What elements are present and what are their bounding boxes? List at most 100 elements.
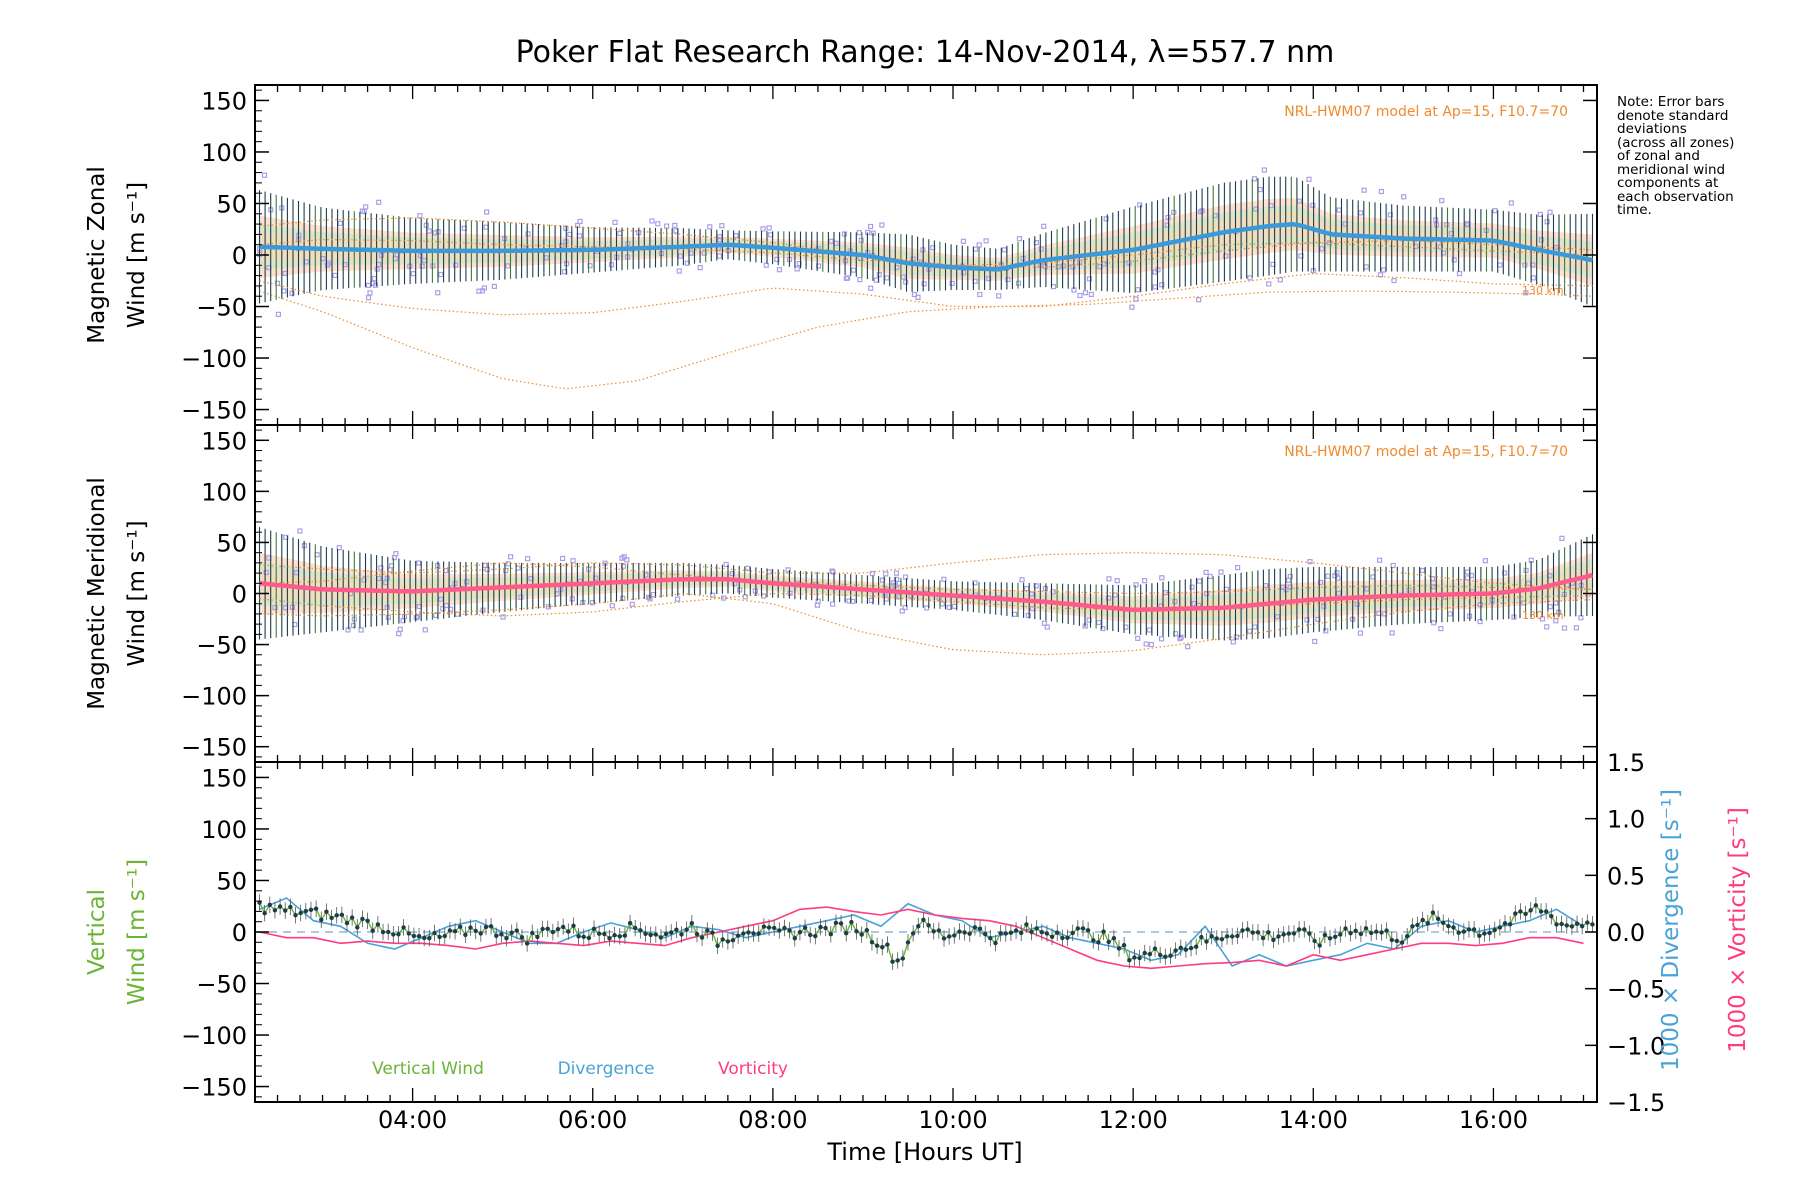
zone-sample-point bbox=[921, 281, 927, 287]
y-axis-label: Vertical bbox=[84, 889, 110, 975]
y-tick-label: −100 bbox=[181, 345, 247, 373]
vertical-wind-point bbox=[545, 926, 550, 931]
x-tick-label: 06:00 bbox=[558, 1106, 627, 1134]
vertical-wind-point bbox=[1523, 911, 1528, 917]
model-label: NRL-HWM07 model at Ap=15, F10.7=70 bbox=[1284, 444, 1568, 460]
zone-sample-point bbox=[829, 568, 835, 574]
zone-sample-point bbox=[1274, 614, 1280, 620]
vertical-wind-point bbox=[926, 923, 931, 928]
zone-sample-point bbox=[717, 234, 723, 240]
vertical-wind-point bbox=[1260, 935, 1266, 941]
x-tick-label: 14:00 bbox=[1279, 1106, 1348, 1134]
vertical-wind-point bbox=[1224, 934, 1230, 939]
zone-sample-point bbox=[1380, 267, 1387, 273]
zone-sample-point bbox=[525, 556, 531, 562]
zone-sample-point bbox=[737, 587, 743, 593]
zone-sample-point bbox=[1547, 209, 1553, 215]
vertical-wind-point bbox=[1307, 931, 1312, 936]
vertical-wind-point bbox=[710, 930, 715, 935]
zone-sample-point bbox=[1158, 636, 1165, 642]
zone-sample-point bbox=[655, 221, 661, 227]
vertical-wind-point bbox=[1502, 921, 1508, 926]
zone-sample-point bbox=[876, 272, 882, 278]
zone-sample-point bbox=[1086, 276, 1093, 282]
zone-sample-point bbox=[1223, 253, 1229, 259]
zone-sample-point bbox=[1326, 240, 1332, 246]
zone-sample-point bbox=[1207, 573, 1213, 580]
zone-sample-point bbox=[1082, 290, 1089, 296]
vertical-wind-point bbox=[1214, 936, 1220, 941]
vertical-wind-point bbox=[288, 904, 293, 910]
zone-sample-point bbox=[387, 567, 393, 573]
vertical-wind-point bbox=[895, 958, 900, 963]
zone-sample-point bbox=[1307, 559, 1313, 565]
vertical-wind-point bbox=[1549, 914, 1554, 919]
zone-sample-point bbox=[1235, 565, 1241, 571]
vertical-wind-point bbox=[1116, 946, 1122, 951]
vertical-wind-point bbox=[1034, 926, 1039, 931]
vertical-wind-point bbox=[972, 925, 978, 930]
vertical-wind-point bbox=[844, 931, 849, 936]
zone-sample-point bbox=[1390, 562, 1396, 569]
vertical-wind-point bbox=[293, 913, 298, 918]
model-curve bbox=[259, 238, 1593, 266]
vertical-wind-point bbox=[1379, 930, 1384, 935]
zone-sample-point bbox=[416, 560, 422, 566]
zone-sample-point bbox=[894, 264, 900, 271]
vertical-wind-point bbox=[787, 928, 792, 933]
vorticity-axis-label: 1000 × Vorticity [s⁻¹] bbox=[1725, 807, 1751, 1053]
zone-sample-point bbox=[452, 262, 459, 268]
vertical-wind-point bbox=[622, 933, 628, 938]
vertical-wind-point bbox=[1353, 928, 1358, 933]
zone-sample-point bbox=[1178, 634, 1184, 640]
zone-sample-point bbox=[960, 238, 967, 244]
vertical-wind-point bbox=[890, 959, 895, 964]
vertical-wind-point bbox=[396, 932, 401, 937]
y-axis-label: Wind [m s⁻¹] bbox=[124, 182, 150, 328]
zone-sample-point bbox=[1185, 644, 1191, 650]
zone-sample-point bbox=[396, 631, 402, 637]
vertical-wind-point bbox=[411, 933, 417, 939]
vertical-wind-point bbox=[1590, 922, 1595, 927]
vertical-wind-point bbox=[720, 937, 725, 942]
vertical-wind-point bbox=[1250, 930, 1256, 935]
zone-sample-point bbox=[1163, 590, 1169, 596]
vertical-wind-point bbox=[1363, 926, 1369, 931]
zone-sample-point bbox=[1391, 277, 1397, 284]
zone-sample-point bbox=[443, 602, 450, 609]
vertical-wind-point bbox=[1121, 943, 1127, 948]
vertical-wind-point bbox=[586, 935, 592, 941]
vertical-wind-point bbox=[1518, 909, 1523, 914]
zone-sample-point bbox=[350, 622, 357, 629]
vertical-wind-point bbox=[1410, 924, 1415, 929]
vertical-wind-point bbox=[1338, 932, 1343, 937]
zone-sample-point bbox=[766, 225, 772, 231]
zone-sample-point bbox=[1105, 595, 1112, 601]
vertical-wind-point bbox=[370, 928, 375, 933]
zone-sample-point bbox=[1114, 578, 1120, 584]
vertical-wind-point bbox=[391, 932, 396, 937]
note-line: each observation bbox=[1617, 188, 1734, 205]
zone-sample-point bbox=[1482, 558, 1489, 564]
model-curve bbox=[259, 273, 1593, 316]
zone-sample-point bbox=[924, 605, 930, 611]
vertical-wind-point bbox=[277, 904, 283, 909]
vertical-wind-point bbox=[427, 936, 432, 941]
vertical-wind-point bbox=[1348, 931, 1353, 936]
zone-sample-point bbox=[1233, 634, 1239, 640]
zone-sample-point bbox=[1055, 264, 1061, 270]
zone-sample-point bbox=[1561, 625, 1568, 631]
vertical-wind-point bbox=[808, 932, 813, 938]
zone-sample-point bbox=[438, 596, 444, 602]
zone-sample-point bbox=[1141, 578, 1148, 584]
vertical-wind-point bbox=[262, 911, 267, 916]
zone-sample-point bbox=[794, 266, 800, 272]
vertical-wind-point bbox=[1039, 930, 1045, 935]
vertical-wind-point bbox=[1101, 929, 1106, 934]
zone-sample-point bbox=[1573, 625, 1580, 631]
vertical-wind-point bbox=[1554, 922, 1559, 927]
zone-sample-point bbox=[719, 223, 725, 229]
zone-sample-point bbox=[438, 271, 444, 278]
zone-sample-point bbox=[1086, 617, 1092, 623]
vertical-wind-point bbox=[741, 931, 746, 936]
